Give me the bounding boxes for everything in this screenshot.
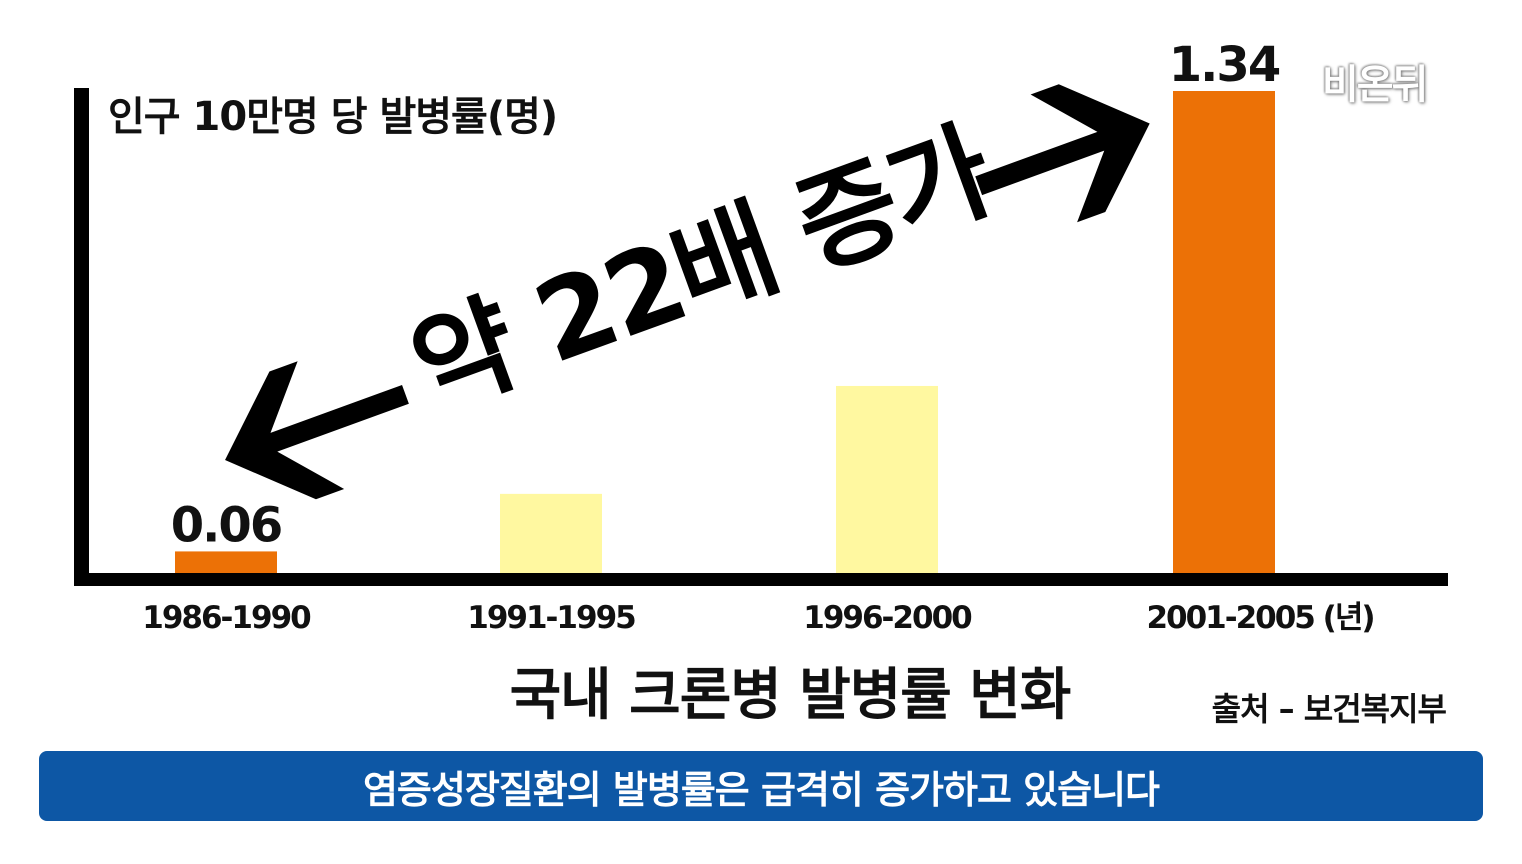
bar-2 [500,493,602,573]
watermark-logo: 비온뒤 [1322,62,1428,108]
x-tick-label-3: 1996-2000 [803,600,972,636]
bar-value-label-1: 0.06 [171,497,281,553]
y-axis-label: 인구 10만명 당 발병률(명) [108,94,557,140]
left-arrow-icon [225,361,409,500]
y-axis-line [74,88,89,586]
banner-text: 염증성장질환의 발병률은 급격히 증가하고 있습니다 [362,767,1160,812]
x-tick-label-1: 1986-1990 [142,600,311,636]
annotation-text: 약 22배 증가 [396,106,1009,433]
summary-banner: 염증성장질환의 발병률은 급격히 증가하고 있습니다 [39,751,1483,821]
bar-4 [1173,91,1275,573]
bar-value-label-4: 1.34 [1169,37,1280,93]
chart-title: 국내 크론병 발병률 변화 [509,663,1072,728]
bar-3 [836,385,938,573]
x-tick-label-2: 1991-1995 [467,600,635,636]
right-arrow-icon [975,84,1150,223]
bar-1 [175,551,277,573]
x-tick-label-4: 2001-2005 (년) [1146,600,1373,636]
source-text: 출처 – 보건복지부 [1211,690,1447,728]
x-axis-line [74,573,1448,586]
